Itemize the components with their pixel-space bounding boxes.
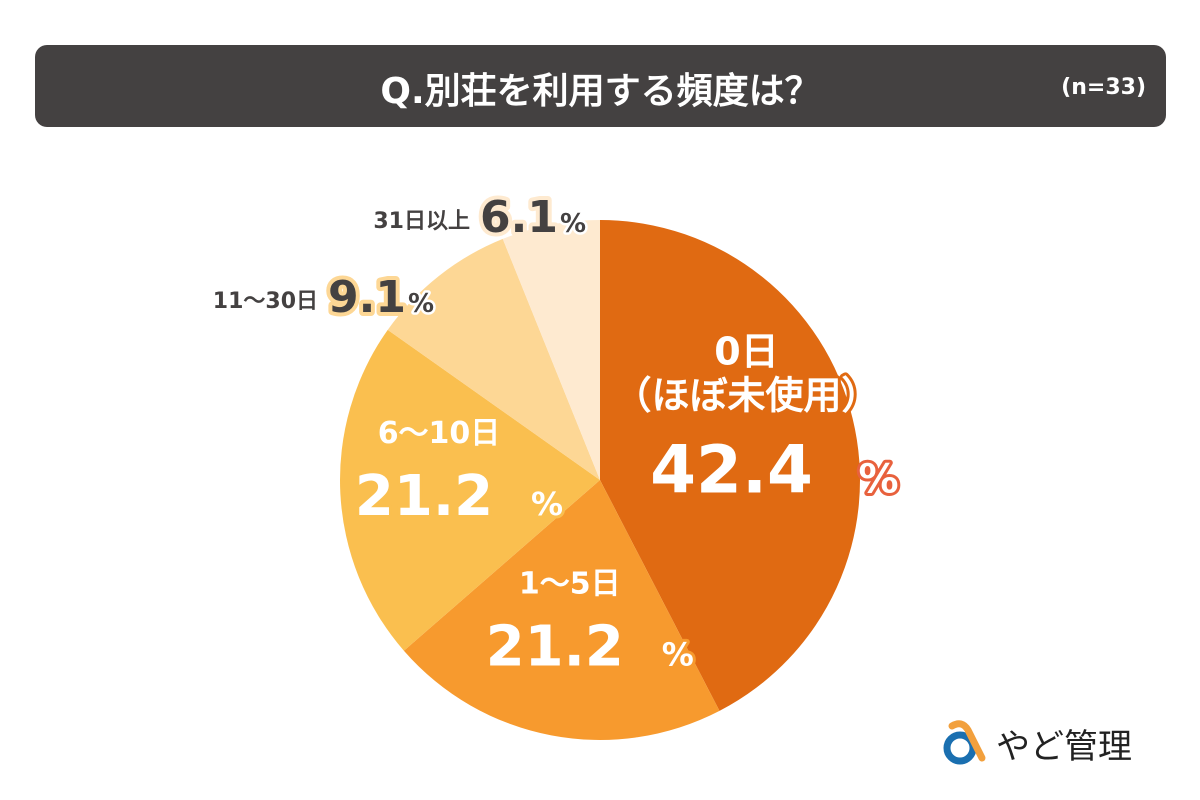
unit-label-1: % xyxy=(859,456,899,502)
category-label-4: 11〜30日 xyxy=(213,289,318,314)
unit-label-5: % xyxy=(560,209,586,239)
chart-title: Q.別荘を利用する頻度は？ xyxy=(380,71,821,112)
category-label-2: 1〜5日 xyxy=(519,566,621,601)
title-bar: Q.別荘を利用する頻度は？ (n=33) xyxy=(35,45,1166,127)
logo-text: やど管理 xyxy=(996,726,1132,767)
brand-logo: やど管理 xyxy=(940,718,1132,768)
pie-slice-3 xyxy=(340,329,600,651)
ampersand-logo-icon xyxy=(943,720,986,765)
category-label-5: 31日以上 xyxy=(373,209,470,234)
category-label-1: （ほぼ未使用） xyxy=(614,373,880,417)
value-label-1: 42.4 xyxy=(650,431,813,508)
pie-slice-5 xyxy=(502,220,600,480)
value-label-3: 21.2 xyxy=(355,464,493,529)
category-label-1: 0日 xyxy=(714,329,778,373)
value-label-5: 6.1 xyxy=(480,192,558,243)
pie-slice-1 xyxy=(600,220,861,711)
unit-label-2: % xyxy=(662,635,694,673)
unit-label-3: % xyxy=(531,485,563,523)
value-label-4: 9.1 xyxy=(328,272,406,323)
pie-slice-2 xyxy=(403,480,720,740)
unit-label-4: % xyxy=(408,289,434,319)
sample-size: (n=33) xyxy=(1061,75,1146,100)
category-label-3: 6〜10日 xyxy=(378,416,501,451)
pie-slice-4 xyxy=(387,238,600,480)
value-label-2: 21.2 xyxy=(486,614,624,679)
